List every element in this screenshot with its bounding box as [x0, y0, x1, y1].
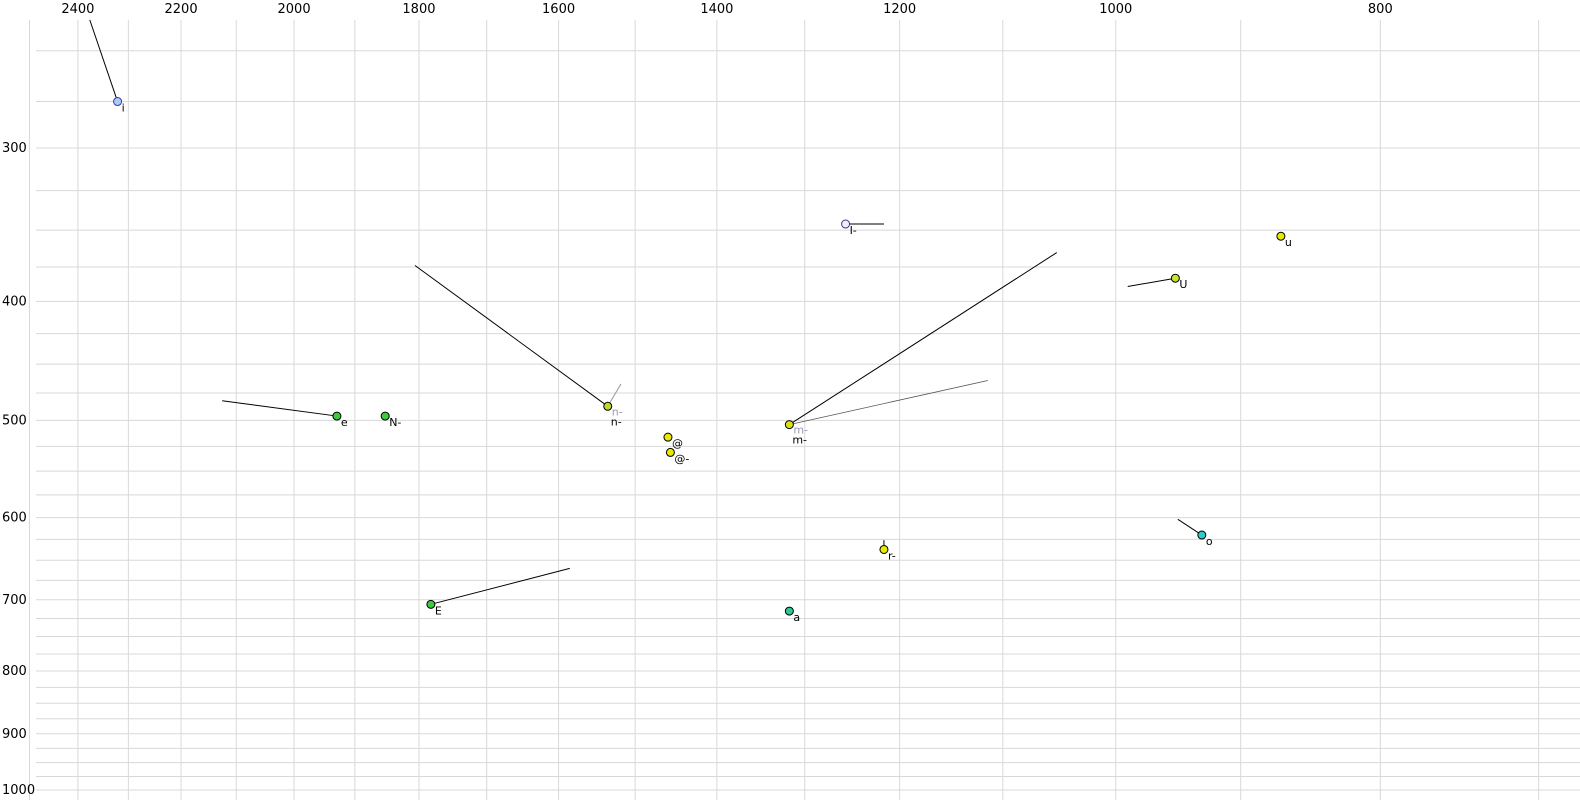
data-point-r-	[879, 544, 889, 554]
data-point-i	[113, 97, 123, 107]
data-point-m-	[784, 420, 794, 430]
x-axis-tick-label: 1400	[700, 2, 733, 17]
y-axis-tick-label: 500	[2, 413, 27, 428]
point-ghost-label: n-	[612, 405, 623, 418]
x-axis-tick-label: 1000	[1099, 2, 1132, 17]
point-label: N-	[389, 416, 401, 429]
point-label: n-	[611, 415, 622, 428]
point-label: @-	[674, 452, 689, 465]
data-point-I-	[841, 219, 851, 229]
point-label: U	[1179, 278, 1187, 291]
point-label: i	[122, 102, 125, 115]
formant-tail-line	[89, 19, 119, 102]
x-axis-tick-label: 2200	[165, 2, 198, 17]
x-axis-tick-label: 1600	[542, 2, 575, 17]
formant-tail-line	[414, 265, 609, 407]
data-point-e	[332, 411, 342, 421]
formant-tail-line	[1127, 277, 1176, 287]
formant-tail-line	[789, 252, 1058, 426]
y-axis-tick-label: 400	[2, 294, 27, 309]
x-axis-tick-label: 2400	[61, 2, 94, 17]
point-label: e	[341, 416, 348, 429]
point-label: u	[1285, 236, 1292, 249]
point-label: o	[1206, 535, 1213, 548]
y-axis-tick-label: 300	[2, 141, 27, 156]
x-axis-tick-label: 1800	[402, 2, 435, 17]
y-axis-tick-label: 1000	[2, 783, 35, 798]
data-point-o	[1197, 530, 1207, 540]
formant-tail-line	[430, 567, 570, 605]
point-label: a	[793, 611, 800, 624]
y-axis-tick-label: 600	[2, 511, 27, 526]
formant-tail-line	[789, 380, 988, 425]
point-label: r-	[888, 549, 896, 562]
data-point-@-	[665, 447, 675, 457]
data-point-a	[784, 606, 794, 616]
y-axis-tick-label: 900	[2, 727, 27, 742]
data-point-@	[663, 432, 673, 442]
point-label: E	[435, 604, 442, 617]
x-axis-tick-label: 800	[1368, 2, 1393, 17]
data-point-E	[426, 599, 436, 609]
data-point-U	[1170, 273, 1180, 283]
data-point-N-	[380, 411, 390, 421]
point-label: @	[672, 437, 683, 450]
y-axis-tick-label: 700	[2, 593, 27, 608]
x-axis-tick-label: 2000	[278, 2, 311, 17]
formant-tail-line	[222, 400, 337, 417]
x-axis-tick-label: 1200	[883, 2, 916, 17]
formant-tail-line	[1177, 518, 1203, 536]
data-point-u	[1276, 231, 1286, 241]
point-label: I-	[850, 224, 857, 237]
point-ghost-label: m-	[793, 424, 808, 437]
y-axis-tick-label: 800	[2, 664, 27, 679]
point-label: m-	[792, 434, 807, 447]
data-point-n-	[603, 401, 613, 411]
